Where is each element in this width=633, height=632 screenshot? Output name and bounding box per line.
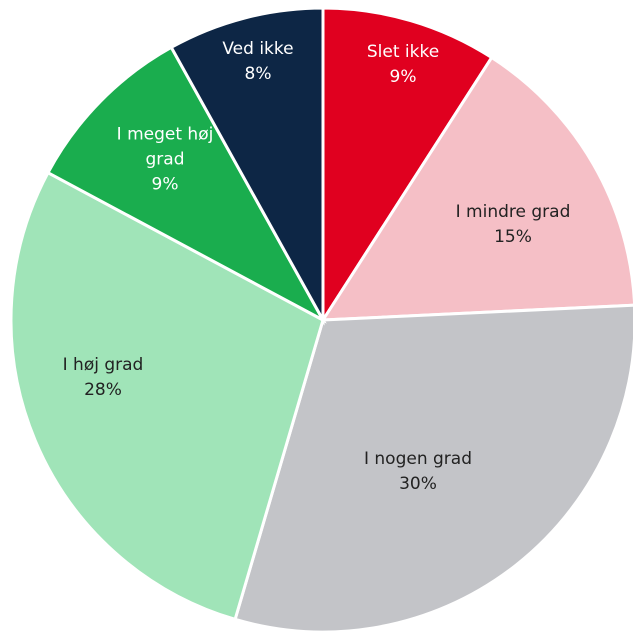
slice-label: Ved ikke 8% (198, 37, 318, 87)
slice (321, 6, 494, 326)
category: Slet ikke (366, 42, 440, 62)
value-label: 30% (399, 474, 437, 494)
value-label: 9% (389, 67, 417, 87)
slice-label: I mindre grad 15% (438, 200, 588, 250)
value-label: 15% (494, 227, 532, 247)
category: I høj grad (62, 355, 144, 375)
slice-label: I meget høj grad 9% (103, 123, 228, 198)
slice (320, 55, 633, 322)
category: I meget høj grad (116, 124, 214, 170)
slice-label: Slet ikke 9% (343, 40, 463, 90)
value-label: 9% (151, 174, 179, 195)
slice-label: I nogen grad 30% (333, 447, 503, 497)
category: I nogen grad (363, 449, 472, 469)
category: I mindre grad (455, 202, 571, 222)
slice (169, 6, 325, 326)
value-label: 28% (84, 380, 122, 400)
slice (45, 45, 327, 324)
slice (9, 170, 325, 622)
category: Ved ikke (222, 39, 294, 59)
value-label: 8% (244, 64, 272, 84)
slice-label: I høj grad 28% (33, 353, 173, 403)
